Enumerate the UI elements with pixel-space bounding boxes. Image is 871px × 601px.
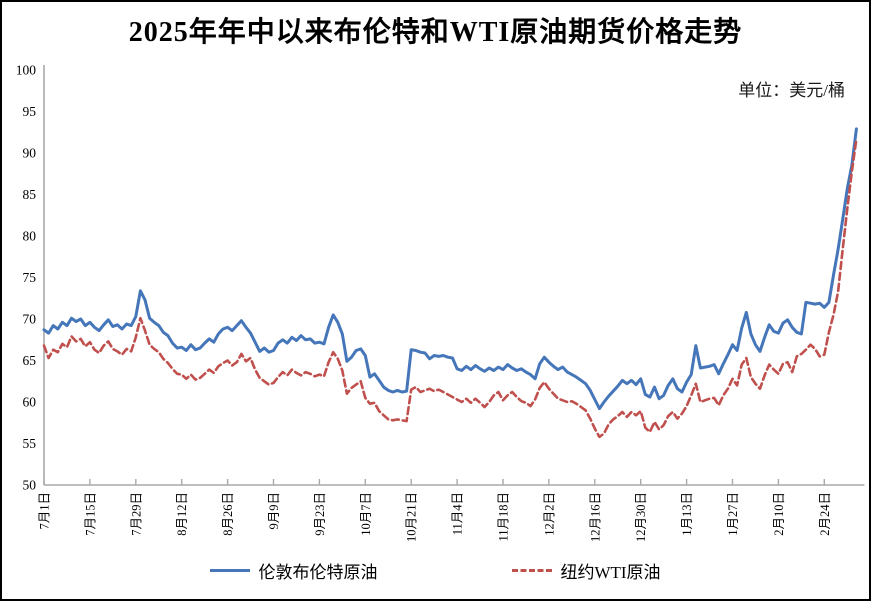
legend-item-wti: 纽约WTI原油 — [512, 558, 661, 583]
y-axis-label: 60 — [23, 395, 37, 410]
x-axis-label: 2月24日 — [818, 492, 832, 536]
x-axis-label: 12月30日 — [634, 492, 648, 542]
x-axis-label: 1月13日 — [680, 492, 694, 536]
legend: 伦敦布伦特原油 纽约WTI原油 — [2, 558, 869, 583]
wti-line — [42, 137, 858, 439]
x-axis-label: 10月21日 — [405, 492, 419, 542]
x-axis-label: 9月9日 — [267, 492, 281, 530]
x-axis-label: 8月12日 — [175, 492, 189, 536]
y-axis-label: 65 — [23, 353, 37, 368]
x-axis-label: 1月27日 — [726, 492, 740, 536]
x-axis-label: 12月2日 — [542, 492, 556, 536]
brent-line — [42, 127, 858, 411]
unit-label: 单位：美元/桶 — [738, 81, 845, 100]
x-axis-label: 11月18日 — [497, 492, 511, 542]
y-axis-label: 85 — [23, 187, 37, 202]
y-axis-label: 70 — [23, 312, 37, 327]
y-axis-label: 50 — [23, 478, 37, 493]
legend-item-brent: 伦敦布伦特原油 — [210, 558, 377, 583]
chart-title: 2025年年中以来布伦特和WTI原油期货价格走势 — [128, 17, 743, 48]
x-axis-label: 8月26日 — [221, 492, 235, 536]
x-axis-label: 12月16日 — [588, 492, 602, 542]
x-axis-label: 11月4日 — [451, 492, 465, 535]
y-axis-label: 90 — [23, 146, 37, 161]
y-axis-label: 95 — [23, 104, 37, 119]
y-axis-label: 55 — [23, 436, 37, 451]
x-axis-label: 9月23日 — [313, 492, 327, 536]
x-axis-label: 7月15日 — [83, 492, 97, 536]
y-axis-label: 80 — [23, 229, 37, 244]
x-axis-label: 7月29日 — [129, 492, 143, 536]
x-axis-label: 2月10日 — [772, 492, 786, 536]
wti-dashed-line-icon — [512, 569, 553, 572]
y-axis-label: 100 — [16, 63, 37, 78]
brent-solid-line-icon — [210, 569, 251, 572]
x-axis-label: 10月7日 — [359, 492, 373, 536]
y-axis-label: 75 — [23, 270, 37, 285]
x-axis-label: 7月1日 — [38, 492, 52, 530]
legend-label-brent: 伦敦布伦特原油 — [258, 563, 378, 582]
legend-label-wti: 纽约WTI原油 — [560, 563, 661, 582]
